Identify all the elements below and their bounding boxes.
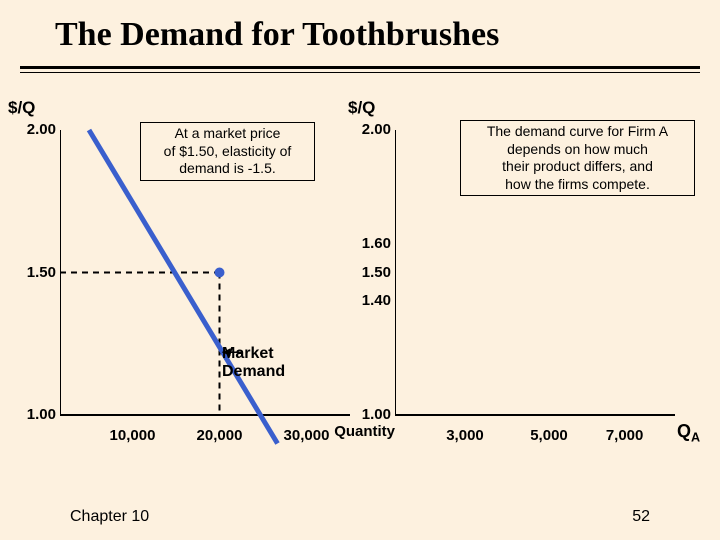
right-ytick-4: 1.00 [347,406,391,423]
market-demand-l2: Demand [222,363,285,380]
footer-chapter: Chapter 10 [70,508,149,526]
page-title: The Demand for Toothbrushes [55,16,499,54]
right-callout-l4: how the firms compete. [505,176,650,192]
right-ytick-1: 1.60 [347,235,391,252]
left-ytick-1: 1.50 [12,264,56,281]
right-ytick-2: 1.50 [347,264,391,281]
left-xtick-1: 20,000 [185,427,255,444]
left-y-axis-label: $/Q [8,98,35,118]
right-ytick-3: 1.40 [347,292,391,309]
left-xtick-2: 30,000 [272,427,342,444]
left-callout-l3: demand is -1.5. [179,160,276,176]
right-y-axis-label: $/Q [348,98,375,118]
right-callout-l3: their product differs, and [502,158,653,174]
slide: The Demand for Toothbrushes $/Q 2.00 1.5… [0,0,720,540]
right-ytick-0: 2.00 [347,121,391,138]
left-callout-l1: At a market price [175,125,281,141]
left-ytick-0: 2.00 [12,121,56,138]
title-underline-thin [20,72,700,73]
left-callout-l2: of $1.50, elasticity of [164,143,292,159]
qa-q: Q [677,421,691,441]
left-ytick-2: 1.00 [12,406,56,423]
right-xtick-1: 5,000 [519,427,579,444]
left-callout: At a market price of $1.50, elasticity o… [140,122,315,181]
qa-sub: A [691,431,700,445]
market-demand-l1: Market [222,345,274,362]
right-callout-l2: depends on how much [507,141,648,157]
right-callout-l1: The demand curve for Firm A [487,123,668,139]
footer-page-number: 52 [600,508,650,526]
right-xtick-0: 3,000 [435,427,495,444]
left-x-axis-label: Quantity [334,423,395,440]
market-demand-label: Market Demand [222,345,285,380]
right-x-axis-label: QA [677,421,700,445]
right-callout: The demand curve for Firm A depends on h… [460,120,695,196]
left-xtick-0: 10,000 [98,427,168,444]
right-xtick-2: 7,000 [595,427,655,444]
title-underline [20,66,700,69]
